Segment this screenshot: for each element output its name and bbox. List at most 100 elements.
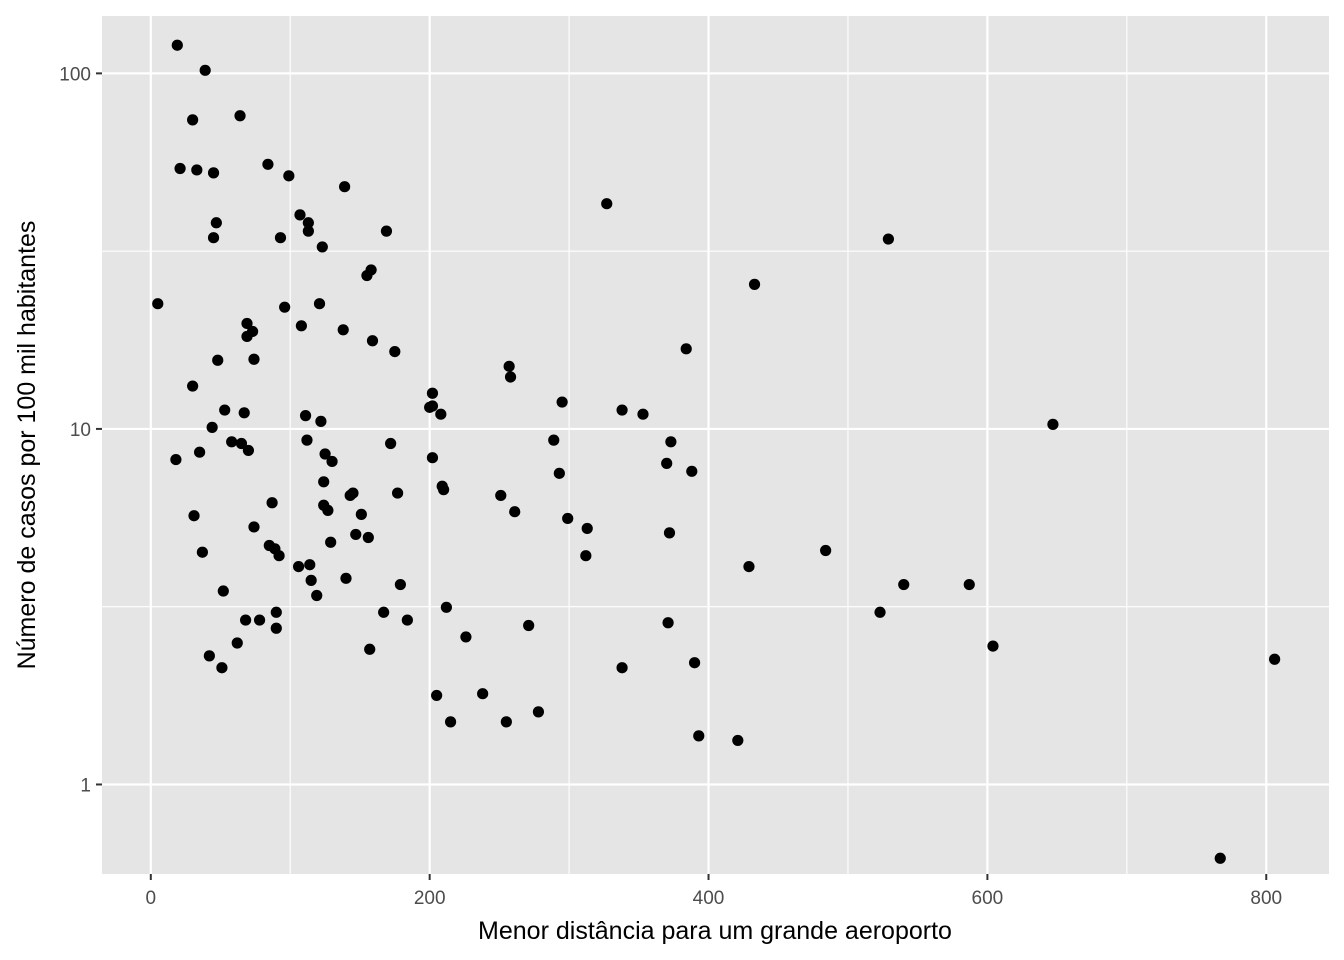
data-point [503,360,515,372]
data-points [152,39,1281,864]
data-point [302,217,314,229]
data-point [444,716,457,728]
data-point [326,455,338,468]
data-point [283,170,295,182]
data-point [187,114,199,126]
data-point [339,181,351,193]
major-gridlines [102,16,1329,874]
x-tick-label: 800 [1250,888,1282,909]
data-point [495,489,507,502]
x-tick-label: 600 [972,888,1004,909]
y-axis-ticks: 1 10 100 [59,64,102,796]
data-point [532,706,545,718]
data-point [987,640,999,652]
data-point [302,225,314,237]
data-point [340,572,352,584]
data-point [274,232,287,244]
data-point [253,614,266,626]
data-point [500,716,512,728]
data-point [616,404,628,416]
data-point [216,662,228,674]
data-point [294,209,306,221]
data-point [210,217,222,229]
data-point [219,404,231,416]
data-point [364,643,376,655]
data-point [316,241,328,253]
y-tick-label: 10 [70,420,91,441]
data-point [292,560,305,573]
data-point [378,606,390,618]
data-point [401,614,413,626]
data-point [898,578,910,591]
data-point [194,446,206,458]
data-point [322,504,334,516]
data-point [319,448,331,460]
data-point [196,546,208,558]
x-tick-label: 200 [414,888,446,909]
data-point [240,614,252,626]
data-point [337,324,349,336]
data-point [380,225,393,237]
data-point [246,325,259,338]
data-point [207,232,220,244]
data-point [188,510,200,522]
data-point [1214,852,1226,864]
data-point [347,487,359,499]
data-point [152,298,164,310]
data-point [732,734,744,747]
data-point [1047,418,1059,430]
data-point [305,574,317,586]
data-point [548,434,560,446]
data-point [680,343,692,355]
minor-gridlines [102,16,1329,874]
data-point [170,453,182,466]
data-point [318,476,330,488]
data-point [438,484,450,496]
data-point [431,689,443,702]
data-point [820,544,832,557]
data-point [523,619,535,632]
data-point [385,437,397,450]
x-axis-ticks: 0 200 400 600 800 [146,874,1282,909]
data-point [665,436,677,448]
data-point [440,601,452,613]
y-tick-label: 100 [59,64,91,85]
data-point [315,415,327,427]
data-point [234,110,246,122]
data-point [217,585,229,597]
y-tick-label: 1 [80,775,91,796]
data-point [601,198,613,210]
x-axis-title: Menor distância para um grande aeroporto [478,917,952,945]
data-point [262,158,274,170]
data-point [477,688,489,700]
data-point [248,353,260,365]
data-point [686,465,698,477]
data-point [212,354,224,366]
data-point [270,622,282,634]
data-point [295,320,307,332]
y-axis-title: Número de casos por 100 mil habitantes [13,221,41,670]
data-point [301,434,313,446]
data-point [874,606,886,618]
data-point [580,550,592,562]
data-point [581,522,593,535]
data-point [231,637,243,649]
data-point [241,317,253,330]
data-point [350,528,362,541]
data-point [171,39,183,51]
data-point [270,606,282,618]
data-point [562,512,574,525]
data-point [299,410,312,422]
data-point [238,407,250,419]
data-point [460,631,472,643]
panel-background [102,16,1329,874]
x-tick-label: 0 [146,888,157,909]
data-point [556,396,568,408]
data-point [963,578,975,591]
data-point [391,487,404,499]
data-point [426,400,439,412]
data-point [688,657,701,669]
data-point [355,508,367,520]
data-point [553,467,565,479]
data-point [1269,653,1281,665]
